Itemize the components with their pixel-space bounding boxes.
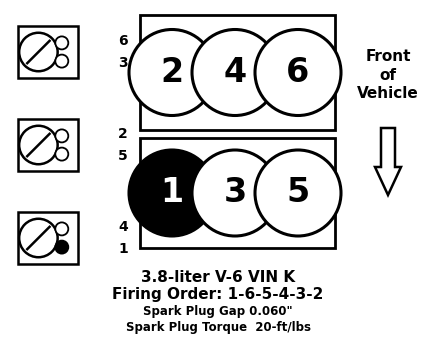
Bar xyxy=(18,119,78,171)
Text: 3: 3 xyxy=(118,56,128,71)
Text: 6: 6 xyxy=(286,56,310,89)
Text: 6: 6 xyxy=(118,33,128,48)
Bar xyxy=(140,15,335,130)
Text: Spark Plug Torque  20-ft/lbs: Spark Plug Torque 20-ft/lbs xyxy=(125,321,311,335)
Circle shape xyxy=(19,219,58,257)
Circle shape xyxy=(129,29,215,115)
Circle shape xyxy=(129,150,215,236)
Text: 3.8-liter V-6 VIN K: 3.8-liter V-6 VIN K xyxy=(141,270,295,285)
Text: Firing Order: 1-6-5-4-3-2: Firing Order: 1-6-5-4-3-2 xyxy=(112,288,324,302)
Text: 2: 2 xyxy=(160,56,184,89)
Circle shape xyxy=(55,55,68,68)
Text: 4: 4 xyxy=(223,56,246,89)
Circle shape xyxy=(55,147,68,161)
Text: 1: 1 xyxy=(118,242,128,257)
Circle shape xyxy=(55,36,68,50)
Circle shape xyxy=(55,129,68,142)
Circle shape xyxy=(255,29,341,115)
Text: 1: 1 xyxy=(160,177,184,210)
Text: 3: 3 xyxy=(223,177,246,210)
Text: Spark Plug Gap 0.060": Spark Plug Gap 0.060" xyxy=(143,305,293,318)
Circle shape xyxy=(55,241,68,254)
Text: Front
of
Vehicle: Front of Vehicle xyxy=(357,49,419,101)
Bar xyxy=(18,212,78,264)
Text: 5: 5 xyxy=(286,177,310,210)
Circle shape xyxy=(255,150,341,236)
Text: 5: 5 xyxy=(118,150,128,163)
Circle shape xyxy=(55,222,68,236)
Text: 4: 4 xyxy=(118,219,128,234)
Text: 2: 2 xyxy=(118,127,128,141)
Polygon shape xyxy=(375,128,401,195)
Bar xyxy=(18,26,78,78)
Circle shape xyxy=(192,29,278,115)
Circle shape xyxy=(19,33,58,71)
Circle shape xyxy=(19,126,58,164)
Circle shape xyxy=(192,150,278,236)
Bar xyxy=(140,138,335,248)
